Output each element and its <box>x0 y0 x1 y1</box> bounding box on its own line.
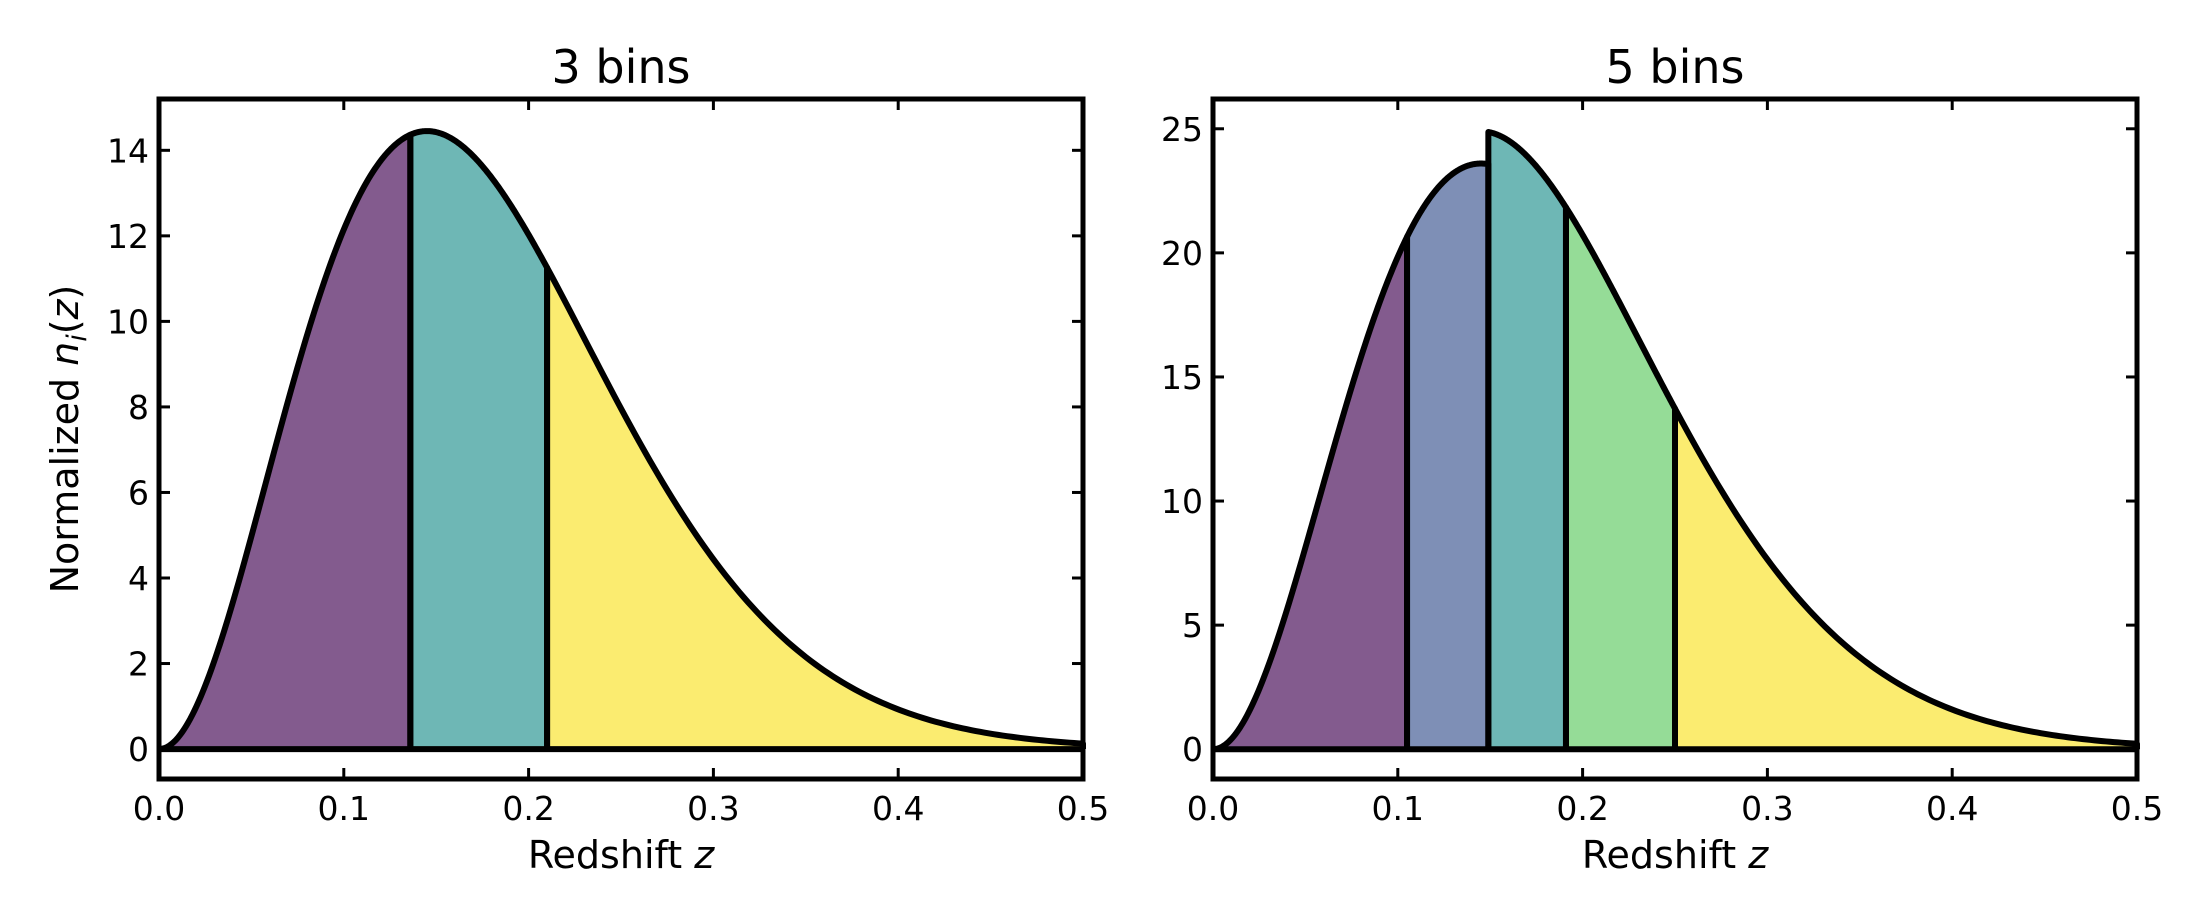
x-tick-label: 0.2 <box>1556 789 1608 828</box>
bin-5-outline <box>1672 405 2140 750</box>
bin-1-outline <box>158 131 414 753</box>
x-tick-label: 0.5 <box>2111 789 2163 828</box>
y-tick-label: 12 <box>107 217 149 256</box>
x-axis-label: Redshift z <box>1582 833 1769 877</box>
x-tick-label: 0.0 <box>1187 789 1239 828</box>
y-tick-label: 8 <box>128 388 149 427</box>
x-tick-label: 0.1 <box>318 789 370 828</box>
bin-2-outline <box>407 128 551 750</box>
y-axis-label-variable: n <box>43 342 87 366</box>
x-tick-label: 0.3 <box>1741 789 1793 828</box>
bin-1-outline <box>1211 233 1411 753</box>
bin-1-area <box>159 134 411 750</box>
x-tick-label: 0.4 <box>1926 789 1978 828</box>
y-tick-label: 6 <box>128 473 149 512</box>
y-tick-label: 4 <box>128 559 149 598</box>
y-tick-label: 15 <box>1161 358 1203 397</box>
y-axis-label: Normalized ni(z) <box>43 285 93 594</box>
y-tick-label: 0 <box>1182 730 1203 769</box>
y-tick-label: 14 <box>107 131 149 170</box>
y-axis-label-arg-variable: z <box>43 298 87 320</box>
bin-2-area <box>410 131 548 750</box>
y-tick-label: 10 <box>107 302 149 341</box>
x-axis-label-text: Redshift <box>1582 833 1748 877</box>
x-tick-label: 0.4 <box>872 789 924 828</box>
bin-2-outline <box>1404 160 1492 750</box>
x-tick-label: 0.5 <box>1057 789 1109 828</box>
bin-3-area <box>1488 132 1566 750</box>
y-axis-label-subscript: i <box>62 334 93 342</box>
bin-3-outline <box>1485 129 1569 750</box>
y-tick-label: 20 <box>1161 234 1203 273</box>
y-tick-label: 10 <box>1161 482 1203 521</box>
x-axis-label: Redshift z <box>528 833 715 877</box>
y-axis-label-arg-close: ) <box>43 285 87 300</box>
y-axis-label-argument: ( <box>43 319 87 334</box>
bin-5-area <box>1675 408 2137 750</box>
axes-frame <box>1210 96 2140 782</box>
chart-title: 3 bins <box>552 40 691 94</box>
bin-2-area <box>1407 163 1489 750</box>
x-axis-label-text: Redshift <box>528 833 694 877</box>
bin-3-area <box>547 267 1083 750</box>
x-axis-label-variable: z <box>693 833 715 877</box>
bin-4-area <box>1565 207 1675 750</box>
y-tick-label: 25 <box>1161 110 1203 149</box>
bin-4-outline <box>1562 204 1678 750</box>
chart-title: 5 bins <box>1606 40 1745 94</box>
y-tick-label: 0 <box>128 730 149 769</box>
bin-3-outline <box>544 264 1086 750</box>
y-tick-label: 5 <box>1182 606 1203 645</box>
x-tick-label: 0.3 <box>687 789 739 828</box>
x-tick-label: 0.0 <box>133 789 185 828</box>
panel-3-bins: 0.0 0.1 0.2 0.3 0.4 0.5 0 2 4 6 8 10 12 14 3 bins Redsh… <box>43 40 1109 877</box>
y-tick-label: 2 <box>128 645 149 684</box>
axes-frame <box>156 96 1086 782</box>
x-axis-label-variable: z <box>1747 833 1769 877</box>
panel-5-bins: 0.0 0.1 0.2 0.3 0.4 0.5 0 5 10 15 20 25 5 bins Redshi… <box>1161 40 2163 877</box>
y-axis-label-text: Normalized <box>43 366 87 594</box>
x-tick-label: 0.1 <box>1372 789 1424 828</box>
x-tick-label: 0.2 <box>502 789 554 828</box>
